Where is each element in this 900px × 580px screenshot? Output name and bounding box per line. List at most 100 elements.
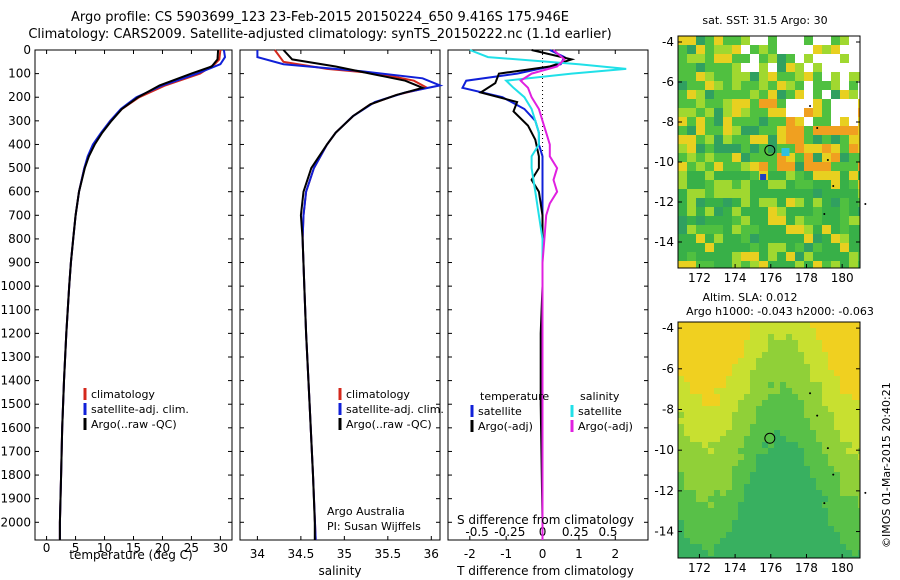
map-cell — [684, 400, 690, 406]
legend-label: climatology — [91, 388, 155, 401]
map-cell — [858, 261, 860, 268]
map-cell — [705, 126, 714, 135]
map-cell — [858, 430, 860, 436]
island-dot — [809, 392, 812, 395]
map-cell — [840, 400, 846, 406]
map-cell — [741, 252, 750, 261]
map-cell — [702, 532, 708, 538]
map-cell — [813, 261, 822, 268]
map-cell — [858, 382, 860, 388]
map-cell — [708, 448, 714, 454]
map-cell — [696, 490, 702, 496]
map-cell — [780, 484, 786, 490]
map-cell — [687, 216, 696, 225]
map-cell — [762, 400, 768, 406]
map-cell — [744, 502, 750, 508]
map-cell — [816, 358, 822, 364]
map-cell — [804, 532, 810, 538]
map-cell — [726, 472, 732, 478]
map-cell — [750, 117, 759, 126]
map-cell — [774, 544, 780, 550]
island-dot — [809, 105, 812, 107]
map-cell — [828, 376, 834, 382]
map-cell — [816, 490, 822, 496]
map-cell — [858, 484, 860, 490]
map-cell — [750, 496, 756, 502]
map-cell — [720, 478, 726, 484]
map-cell — [786, 496, 792, 502]
map-cell — [813, 126, 822, 135]
map-cell — [792, 550, 798, 556]
map-cell — [714, 72, 723, 81]
map-cell — [780, 370, 786, 376]
map-cell — [678, 520, 684, 526]
map-cell — [708, 490, 714, 496]
map-cell — [696, 346, 702, 352]
x-tick-label: -2 — [464, 547, 476, 561]
map-cell — [762, 394, 768, 400]
map-cell — [741, 90, 750, 99]
map-cell — [813, 45, 822, 54]
map-cell — [762, 460, 768, 466]
map-cell — [822, 162, 831, 171]
map-cell — [696, 484, 702, 490]
map-cell — [768, 180, 777, 189]
map-cell — [768, 352, 774, 358]
y-tick-label: 2000 — [0, 515, 31, 529]
map-cell — [726, 520, 732, 526]
map-cell — [741, 180, 750, 189]
map-cell — [726, 346, 732, 352]
map-cell — [696, 63, 705, 72]
map-cell — [714, 234, 723, 243]
map-cell — [792, 490, 798, 496]
map-cell — [705, 234, 714, 243]
map-cell — [687, 135, 696, 144]
map-cell — [858, 328, 860, 334]
map-cell — [684, 430, 690, 436]
map-cell — [687, 207, 696, 216]
map-cell — [750, 472, 756, 478]
map-cell — [696, 364, 702, 370]
map-cell — [780, 328, 786, 334]
legend-label: Argo(..raw -QC) — [91, 418, 177, 431]
map-cell — [714, 352, 720, 358]
map-cell — [786, 544, 792, 550]
map-cell — [684, 388, 690, 394]
map-cell — [738, 352, 744, 358]
map-cell — [792, 484, 798, 490]
map-cell — [768, 484, 774, 490]
map-cell — [741, 135, 750, 144]
map-cell — [795, 72, 804, 81]
map-cell — [792, 394, 798, 400]
map-cell — [840, 234, 849, 243]
map-cell — [744, 382, 750, 388]
map-cell — [780, 448, 786, 454]
map-cell — [744, 532, 750, 538]
map-cell — [714, 424, 720, 430]
map-cell — [705, 135, 714, 144]
map-cell — [804, 388, 810, 394]
map-cell — [720, 406, 726, 412]
map-cell — [684, 328, 690, 334]
map-cell — [684, 382, 690, 388]
map-cell — [696, 358, 702, 364]
map-cell — [732, 322, 738, 328]
map-cell — [690, 364, 696, 370]
map-cell — [816, 556, 822, 558]
map-cell — [690, 406, 696, 412]
map-cell — [786, 424, 792, 430]
map-x-tick-label: 172 — [688, 561, 711, 575]
map-cell — [846, 340, 852, 346]
map-cell — [756, 418, 762, 424]
map-cell — [696, 108, 705, 117]
map-cell — [774, 394, 780, 400]
map-cell — [774, 448, 780, 454]
map-cell — [696, 508, 702, 514]
map-cell — [852, 430, 858, 436]
map-cell — [690, 556, 696, 558]
map-cell — [795, 90, 804, 99]
map-cell — [687, 234, 696, 243]
map-cell — [840, 153, 849, 162]
map-cell — [849, 126, 858, 135]
map-cell — [810, 322, 816, 328]
